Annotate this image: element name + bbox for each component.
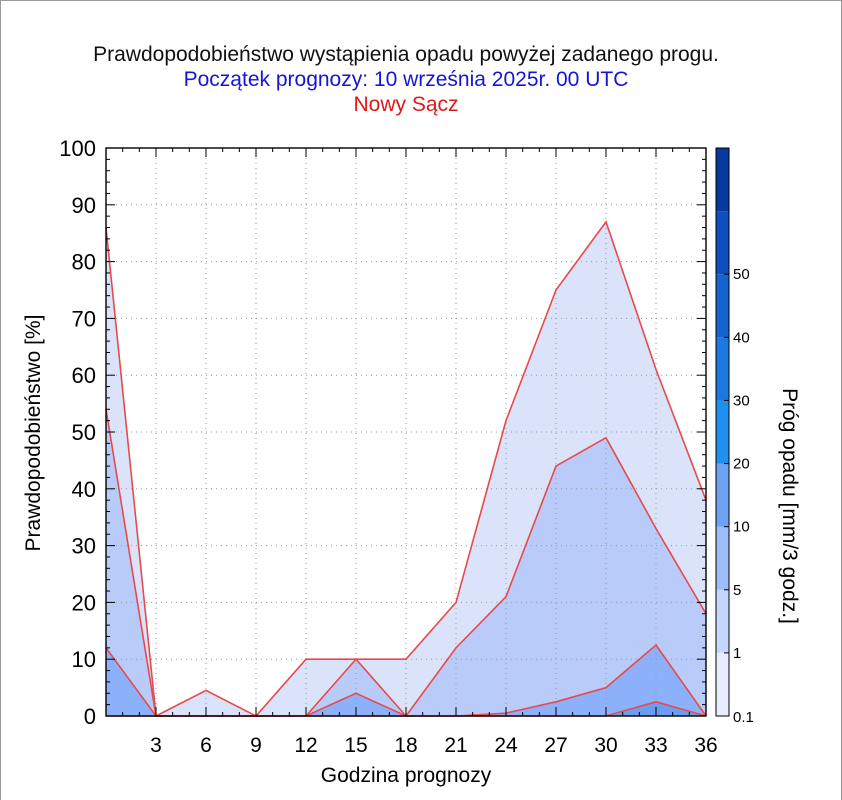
x-tick-label: 12 xyxy=(294,734,317,757)
area-series-3 xyxy=(106,701,706,716)
colorbar-tick-label: 50 xyxy=(733,266,750,283)
x-tick-label: 18 xyxy=(394,734,417,757)
colorbar-segment xyxy=(716,148,729,212)
colorbar-tick-label: 20 xyxy=(733,456,750,473)
colorbar-segment xyxy=(716,589,729,653)
colorbar-tick-label: 0.1 xyxy=(733,709,754,726)
y-axis-label: Prawdopodobieństwo [%] xyxy=(22,315,45,552)
x-axis-label: Godzina prognozy xyxy=(321,764,492,787)
y-tick-label: 70 xyxy=(72,306,96,331)
y-tick-label: 80 xyxy=(72,250,96,275)
y-tick-label: 50 xyxy=(72,420,96,445)
y-tick-label: 20 xyxy=(72,590,96,615)
colorbar-tick-label: 5 xyxy=(733,582,741,599)
y-tick-label: 40 xyxy=(72,477,96,502)
colorbar-tick-label: 40 xyxy=(733,329,750,346)
area-series-1 xyxy=(106,409,706,716)
colorbar-label: Próg opadu [mm/3 godz.] xyxy=(778,388,801,624)
y-tick-label: 10 xyxy=(72,647,96,672)
x-tick-label: 15 xyxy=(344,734,367,757)
series-line-0 xyxy=(105,220,707,718)
x-tick-label: 33 xyxy=(644,734,667,757)
grid-lines xyxy=(106,148,706,716)
colorbar-segment xyxy=(716,274,729,338)
colorbar-tick-label: 1 xyxy=(733,645,741,662)
chart-title: Prawdopodobieństwo wystąpienia opadu pow… xyxy=(93,43,719,66)
colorbar-tick-label: 10 xyxy=(733,519,750,536)
x-tick-label: 24 xyxy=(494,734,518,757)
colorbar-frame xyxy=(715,147,730,717)
y-tick-label: 0 xyxy=(84,704,96,729)
x-tick-label: 27 xyxy=(544,734,567,757)
x-tick-label: 36 xyxy=(694,734,717,757)
x-tick-label: 21 xyxy=(444,734,467,757)
colorbar-segment xyxy=(716,337,729,401)
x-tick-label: 6 xyxy=(200,734,212,757)
colorbar-tick-label: 30 xyxy=(733,392,750,409)
x-tick-label: 30 xyxy=(594,734,617,757)
area-layers xyxy=(106,221,706,716)
colorbar-segment xyxy=(716,211,729,275)
chart-subtitle: Początek prognozy: 10 września 2025r. 00… xyxy=(183,68,629,91)
y-tick-label: 100 xyxy=(59,136,96,161)
y-tick-label: 90 xyxy=(72,193,96,218)
colorbar-segment xyxy=(716,400,729,464)
y-tick-label: 30 xyxy=(72,534,96,559)
colorbar-segment xyxy=(716,463,729,527)
colorbar: 0.1 1 5 10 20 30 40 50 xyxy=(715,147,754,726)
colorbar-segment xyxy=(716,652,729,716)
location-title: Nowy Sącz xyxy=(353,93,459,116)
x-tick-label: 3 xyxy=(150,734,162,757)
y-tick-label: 60 xyxy=(72,363,96,388)
x-tick-label: 9 xyxy=(250,734,262,757)
colorbar-segment xyxy=(716,526,729,590)
